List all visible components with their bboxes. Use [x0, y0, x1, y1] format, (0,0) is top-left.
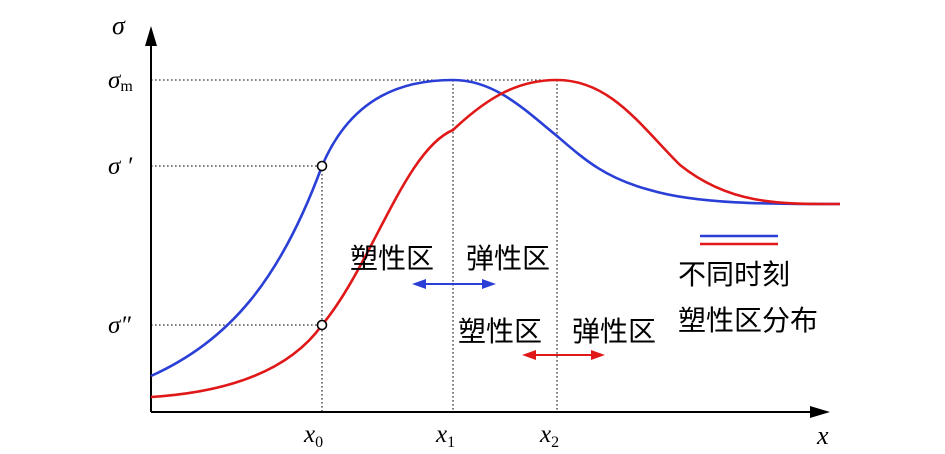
- tick-sigma-prime: σ ′: [108, 153, 133, 180]
- tick-x1: x1: [435, 421, 455, 451]
- red-stress-curve: [150, 78, 841, 399]
- blue-zone-arrow: [412, 279, 496, 289]
- guide-lines: [151, 79, 558, 412]
- red-plastic-zone-label: 塑性区: [458, 315, 542, 348]
- legend: 不同时刻 塑性区分布: [678, 234, 818, 337]
- y-axis-label: σ: [112, 11, 126, 40]
- tick-x2: x2: [539, 421, 559, 451]
- tick-x0: x0: [303, 421, 323, 451]
- legend-text-line1: 不同时刻: [678, 258, 790, 291]
- blue-elastic-zone-label: 弹性区: [466, 242, 550, 275]
- tick-sigma-m: σm: [108, 67, 133, 95]
- red-elastic-zone-label: 弹性区: [572, 315, 656, 348]
- x-axis-arrow: [810, 406, 830, 418]
- point-sigma-prime: [316, 160, 328, 172]
- point-sigma-double-prime: [316, 319, 328, 331]
- red-zone-arrow: [522, 350, 605, 360]
- axes: [145, 26, 830, 418]
- blue-stress-curve: [150, 78, 841, 378]
- blue-plastic-zone-label: 塑性区: [350, 242, 434, 275]
- y-axis-arrow: [145, 26, 157, 46]
- x-axis-label: x: [816, 421, 829, 450]
- legend-text-line2: 塑性区分布: [678, 304, 818, 337]
- tick-sigma-double-prime: σ″: [108, 312, 131, 339]
